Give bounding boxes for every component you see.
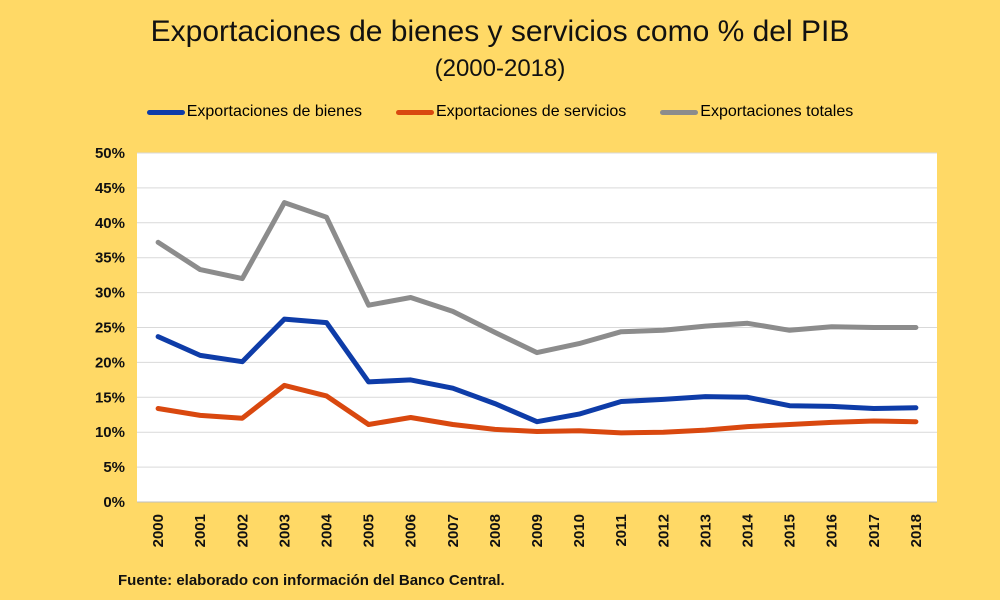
- legend-item-servicios: Exportaciones de servicios: [395, 100, 627, 124]
- y-tick-label: 5%: [103, 459, 125, 476]
- x-tick-label: 2004: [318, 513, 335, 547]
- x-tick-label: 2001: [192, 514, 209, 547]
- legend-label-bienes: Exportaciones de bienes: [186, 103, 362, 120]
- x-tick-label: 2007: [445, 514, 462, 547]
- legend-label-servicios: Exportaciones de servicios: [435, 103, 627, 120]
- x-tick-label: 2005: [361, 514, 378, 547]
- legend-item-totales: Exportaciones totales: [660, 100, 853, 124]
- y-tick-label: 0%: [103, 494, 125, 511]
- chart-subtitle: (2000-2018): [434, 55, 566, 82]
- series-line-bienes: [155, 316, 919, 425]
- y-tick-label: 15%: [95, 389, 125, 406]
- x-tick-label: 2014: [740, 513, 757, 547]
- chart-title: Exportaciones de bienes y servicios como…: [150, 15, 850, 48]
- y-tick-label: 40%: [95, 215, 125, 232]
- x-tick-label: 2017: [866, 514, 883, 547]
- x-tick-label: 2003: [276, 514, 293, 547]
- legend-swatch-bienes: [146, 109, 185, 115]
- x-tick-label: 2018: [908, 514, 925, 547]
- x-tick-label: 2011: [613, 514, 630, 547]
- x-tick-label: 2000: [150, 514, 167, 547]
- x-tick-label: 2002: [234, 514, 251, 547]
- legend: Exportaciones de bienes Exportaciones de…: [0, 100, 1000, 124]
- x-tick-label: 2008: [487, 514, 504, 547]
- x-tick-label: 2012: [655, 514, 672, 547]
- y-tick-label: 50%: [95, 145, 125, 162]
- x-tick-label: 2010: [571, 514, 588, 547]
- y-tick-label: 35%: [95, 250, 125, 267]
- x-tick-label: 2013: [697, 514, 714, 547]
- y-tick-label: 30%: [95, 285, 125, 302]
- legend-swatch-totales: [660, 109, 699, 115]
- y-tick-label: 45%: [95, 180, 125, 197]
- x-tick-label: 2015: [782, 514, 799, 547]
- source-note: Fuente: elaborado con información del Ba…: [118, 572, 505, 589]
- y-tick-label: 25%: [95, 320, 125, 337]
- x-tick-label: 2016: [824, 514, 841, 547]
- legend-item-bienes: Exportaciones de bienes: [146, 100, 362, 124]
- series-line-servicios: [155, 382, 919, 436]
- x-tick-label: 2009: [529, 514, 546, 547]
- legend-swatch-servicios: [395, 109, 434, 115]
- y-tick-label: 20%: [95, 354, 125, 371]
- series-line-totales: [155, 200, 919, 356]
- legend-label-totales: Exportaciones totales: [700, 103, 854, 120]
- y-tick-label: 10%: [95, 424, 125, 441]
- x-tick-label: 2006: [403, 514, 420, 547]
